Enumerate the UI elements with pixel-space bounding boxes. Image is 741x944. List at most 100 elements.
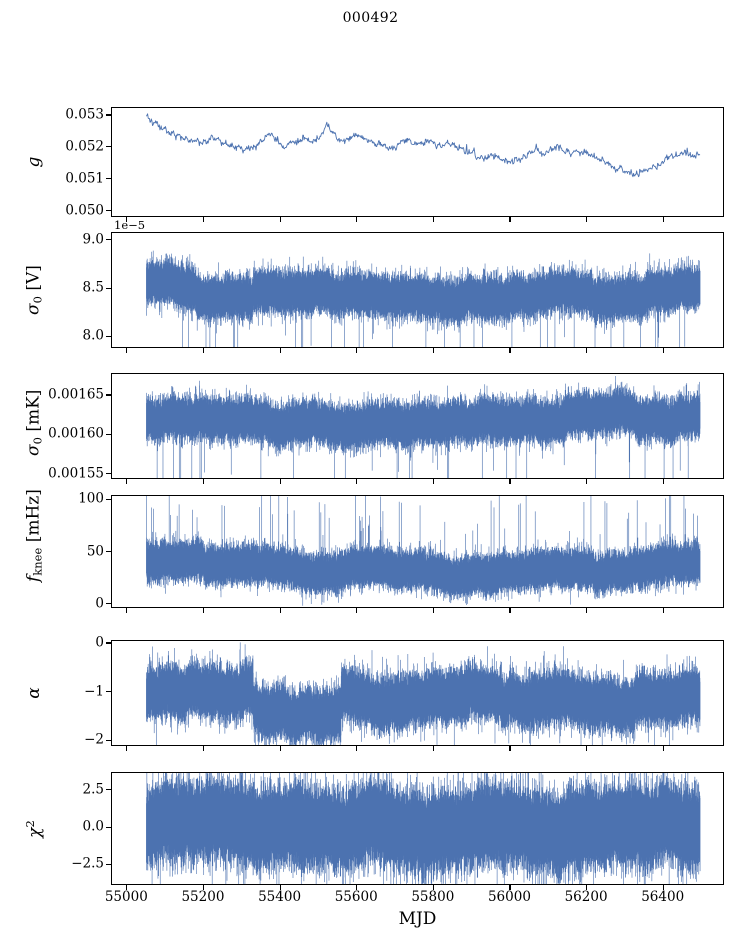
y-tick-label: 8.5 <box>82 279 104 296</box>
x-tick-mark <box>509 479 511 484</box>
x-tick-mark <box>202 885 205 890</box>
x-tick-mark <box>126 479 128 484</box>
y-tick-mark <box>106 178 111 180</box>
y-axis-label-chi-squared: χ2 <box>23 819 45 838</box>
y-tick-label: −2.5 <box>71 855 104 872</box>
y-axis-offset-text: 1e−5 <box>114 218 146 232</box>
x-tick-label: 56400 <box>641 889 685 905</box>
x-tick-mark <box>586 885 588 890</box>
y-tick-mark <box>106 603 111 605</box>
y-tick-label: −2 <box>84 731 104 748</box>
y-tick-mark <box>106 826 111 828</box>
x-tick-mark <box>279 348 281 353</box>
y-axis-label-gain: g <box>24 156 44 168</box>
y-tick-label: 100 <box>78 490 104 507</box>
x-tick-mark <box>279 479 281 484</box>
series-sigma0-volts <box>146 250 701 347</box>
x-tick-mark <box>432 479 434 484</box>
x-tick-mark <box>126 217 128 222</box>
y-tick-label: 0.00160 <box>48 425 104 442</box>
y-tick-label: 0 <box>95 634 104 651</box>
y-tick-label: 0.052 <box>65 138 104 155</box>
x-tick-mark <box>586 217 588 222</box>
x-tick-mark <box>279 217 281 222</box>
y-tick-mark <box>106 335 111 337</box>
series-gain <box>145 113 701 178</box>
y-tick-label: 0.00155 <box>48 464 104 481</box>
y-tick-mark <box>106 287 111 289</box>
x-tick-mark <box>432 348 434 353</box>
y-axis-label-alpha: α <box>24 687 44 699</box>
x-tick-mark <box>586 479 588 484</box>
x-tick-mark <box>356 217 358 222</box>
x-tick-mark <box>202 479 205 484</box>
y-tick-label: 9.0 <box>82 230 104 247</box>
y-tick-mark <box>106 114 111 116</box>
x-tick-mark <box>126 885 128 890</box>
y-tick-mark <box>106 739 111 741</box>
x-tick-label: 56000 <box>487 889 531 905</box>
plot-area-sigma0-mk[interactable] <box>111 373 724 479</box>
plot-area-sigma0-volts[interactable] <box>111 232 724 348</box>
x-tick-mark <box>279 746 281 751</box>
y-tick-mark <box>106 498 111 500</box>
y-tick-mark <box>106 433 111 435</box>
x-tick-mark <box>432 885 434 890</box>
x-tick-mark <box>509 746 511 751</box>
x-tick-mark <box>509 217 511 222</box>
x-tick-mark <box>126 348 128 353</box>
figure-title: 000492 <box>342 10 399 26</box>
x-tick-mark <box>432 217 434 222</box>
x-tick-mark <box>202 217 205 222</box>
x-tick-mark <box>279 608 281 613</box>
x-tick-mark <box>662 217 664 222</box>
x-tick-label: 55400 <box>258 889 302 905</box>
plot-area-f-knee[interactable] <box>111 495 724 608</box>
plot-area-chi-squared[interactable] <box>111 772 724 885</box>
x-tick-label: 56200 <box>564 889 608 905</box>
x-tick-mark <box>126 608 128 613</box>
x-tick-label: 55600 <box>334 889 378 905</box>
y-axis-label-f-knee: fknee [mHz] <box>23 488 45 582</box>
y-axis-label-sigma0-volts: σ0 [V] <box>23 265 45 315</box>
x-tick-mark <box>509 885 511 890</box>
x-tick-mark <box>202 608 205 613</box>
y-tick-label: 0.00165 <box>48 386 104 403</box>
y-tick-mark <box>106 789 111 791</box>
y-tick-label: −1 <box>84 682 104 699</box>
x-tick-mark <box>432 608 434 613</box>
x-tick-mark <box>432 746 434 751</box>
y-tick-label: 8.0 <box>82 327 104 344</box>
series-sigma0-mk <box>146 375 701 478</box>
plot-area-gain[interactable] <box>111 107 724 217</box>
y-tick-label: 0.0 <box>82 818 104 835</box>
x-tick-mark <box>126 746 128 751</box>
x-tick-label: 55000 <box>104 889 148 905</box>
plot-area-alpha[interactable] <box>111 640 724 746</box>
x-tick-mark <box>586 608 588 613</box>
y-tick-mark <box>106 473 111 475</box>
series-f-knee <box>146 496 701 606</box>
x-tick-mark <box>662 348 664 353</box>
y-tick-label: 0.051 <box>65 169 104 186</box>
x-tick-mark <box>662 746 664 751</box>
y-tick-mark <box>106 239 111 241</box>
y-tick-mark <box>106 394 111 396</box>
x-tick-mark <box>662 885 664 890</box>
x-tick-mark <box>586 746 588 751</box>
y-tick-label: 2.5 <box>82 781 104 798</box>
y-axis-label-sigma0-mk: σ0 [mK] <box>23 389 45 456</box>
x-tick-mark <box>509 348 511 353</box>
x-tick-mark <box>202 746 205 751</box>
y-tick-mark <box>106 863 111 865</box>
y-tick-mark <box>106 210 111 212</box>
x-tick-mark <box>509 608 511 613</box>
y-tick-label: 50 <box>86 542 104 559</box>
x-tick-mark <box>202 348 205 353</box>
x-tick-mark <box>586 348 588 353</box>
x-tick-label: 55200 <box>181 889 225 905</box>
y-tick-label: 0.053 <box>65 106 104 123</box>
y-tick-label: 0.050 <box>65 201 104 218</box>
y-tick-mark <box>106 642 111 644</box>
